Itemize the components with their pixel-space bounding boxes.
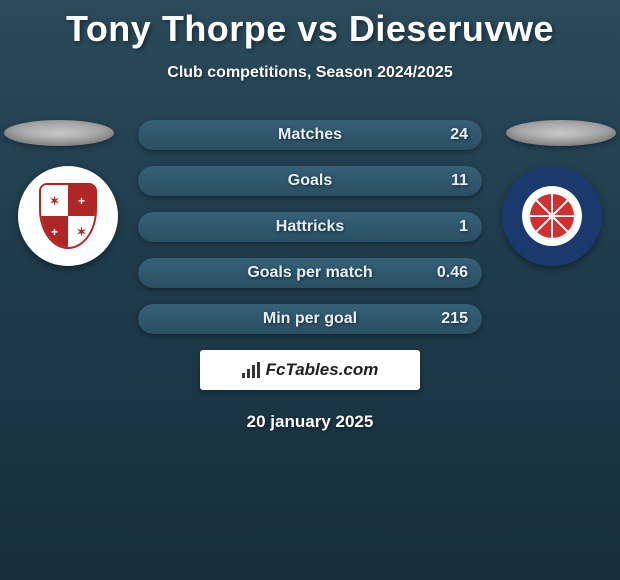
- stat-row-mpg: Min per goal 215: [138, 304, 482, 334]
- stat-value: 215: [441, 310, 468, 328]
- stat-row-hattricks: Hattricks 1: [138, 212, 482, 242]
- stat-row-matches: Matches 24: [138, 120, 482, 150]
- stat-label: Min per goal: [263, 310, 357, 328]
- stat-value: 1: [459, 218, 468, 236]
- club-crest-right: [502, 166, 602, 266]
- brand-text: FcTables.com: [266, 360, 379, 380]
- stat-value: 24: [450, 126, 468, 144]
- stat-row-goals: Goals 11: [138, 166, 482, 196]
- player-oval-left: [4, 120, 114, 146]
- page-title: Tony Thorpe vs Dieseruvwe: [0, 0, 620, 50]
- brand-box: FcTables.com: [200, 350, 420, 390]
- club-crest-left: ✶ + + ✶: [18, 166, 118, 266]
- player-oval-right: [506, 120, 616, 146]
- stat-label: Goals per match: [247, 264, 372, 282]
- stat-value: 0.46: [437, 264, 468, 282]
- date-text: 20 january 2025: [0, 412, 620, 432]
- woking-crest-icon: ✶ + + ✶: [18, 166, 118, 266]
- stat-row-gpm: Goals per match 0.46: [138, 258, 482, 288]
- stat-value: 11: [451, 172, 468, 190]
- stat-label: Goals: [288, 172, 332, 190]
- subtitle: Club competitions, Season 2024/2025: [0, 64, 620, 82]
- chart-icon: [242, 362, 260, 378]
- stats-section: ✶ + + ✶ Matches 24 Goals 11: [0, 120, 620, 432]
- hartlepool-crest-icon: [502, 166, 602, 266]
- stat-label: Hattricks: [276, 218, 344, 236]
- stat-label: Matches: [278, 126, 342, 144]
